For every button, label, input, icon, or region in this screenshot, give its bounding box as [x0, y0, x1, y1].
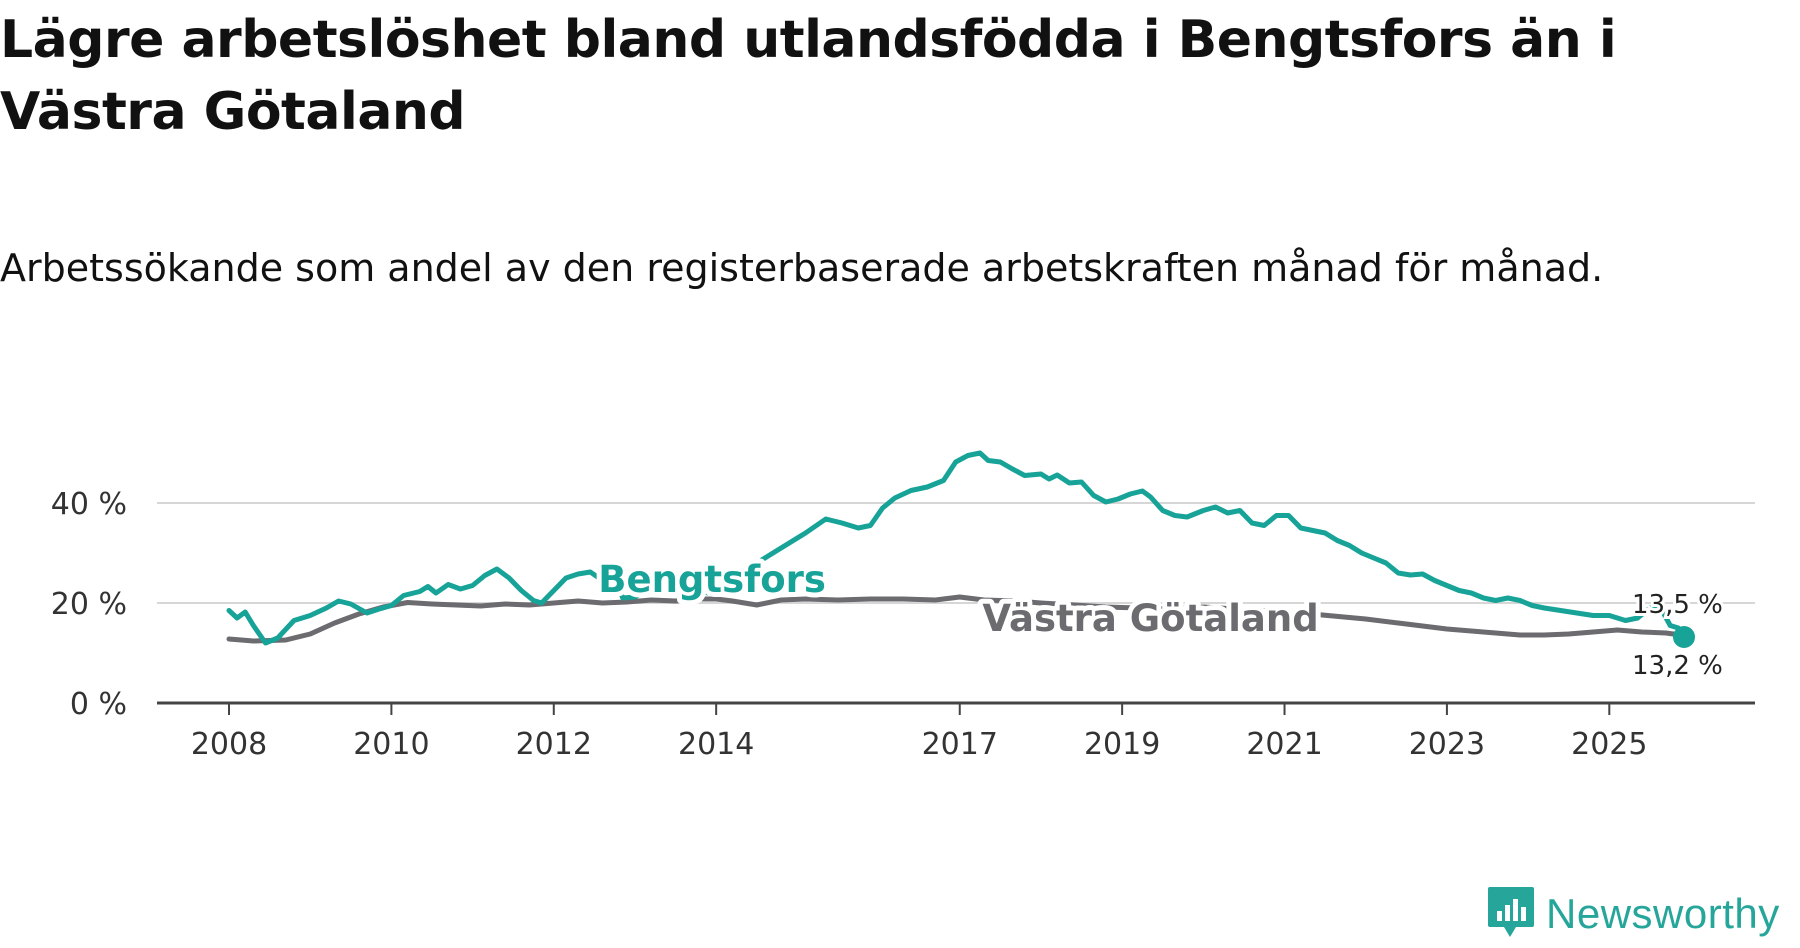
- x-tick-label: 2010: [353, 727, 429, 762]
- gridlines: [157, 502, 1755, 604]
- series-line-v-stra-g-taland: [226, 594, 1687, 644]
- newsworthy-logo-icon: [1488, 887, 1534, 937]
- newsworthy-wordmark: Newsworthy: [1546, 890, 1780, 937]
- x-tick-label: 2008: [191, 727, 267, 762]
- x-tick-label: 2025: [1571, 727, 1647, 762]
- series-line-bengtsfors: [226, 450, 1687, 646]
- x-tick-label: 2017: [922, 727, 998, 762]
- x-axis: [157, 701, 1755, 715]
- series-labels: Bengtsfors Västra Götaland 13,5 % 13,2 %: [593, 553, 1726, 684]
- page-subtitle: Arbetssökande som andel av den registerb…: [0, 246, 1604, 290]
- end-value-label: 13,5 %: [1632, 590, 1723, 620]
- series-label-bengtsfors: Bengtsfors: [598, 558, 826, 601]
- series-label-v-stra-g-taland: Västra Götaland: [982, 597, 1318, 640]
- y-tick-label: 40 %: [51, 487, 127, 522]
- x-tick-label: 2014: [678, 727, 754, 762]
- page-title: Lägre arbetslöshet bland utlandsfödda i …: [0, 10, 1617, 142]
- series-lines: [226, 450, 1695, 648]
- x-tick-label: 2023: [1409, 727, 1485, 762]
- x-tick-label: 2021: [1246, 727, 1322, 762]
- y-axis-tick-labels: 0 % 20 % 40 %: [51, 487, 127, 722]
- newsworthy-logo[interactable]: Newsworthy: [1486, 886, 1780, 942]
- x-tick-label: 2012: [516, 727, 592, 762]
- y-tick-label: 20 %: [51, 587, 127, 622]
- y-tick-label: 0 %: [70, 687, 127, 722]
- x-axis-tick-labels: 2008 2010 2012 2014 2017 2019 2021 2023 2025: [191, 727, 1648, 762]
- x-tick-label: 2019: [1084, 727, 1160, 762]
- end-value-label: 13,2 %: [1632, 651, 1723, 681]
- series-end-marker: [1673, 626, 1695, 648]
